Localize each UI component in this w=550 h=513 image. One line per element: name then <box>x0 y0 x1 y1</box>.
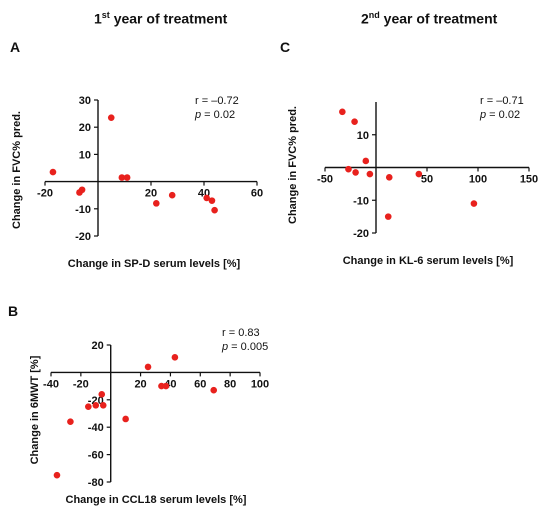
data-point <box>171 354 179 361</box>
x-tick-label: 100 <box>469 174 487 186</box>
data-point <box>415 170 423 178</box>
data-point <box>122 415 129 423</box>
header-year2: 2nd year of treatment <box>361 10 497 27</box>
data-point <box>153 200 160 207</box>
panel-letter: A <box>10 39 20 55</box>
stat-r: r = 0.83 <box>222 327 260 339</box>
data-point <box>339 108 346 116</box>
stat-p-value: = 0.005 <box>228 341 268 353</box>
y-tick-label: -10 <box>353 195 369 207</box>
data-point <box>53 471 61 479</box>
data-point <box>384 213 392 220</box>
data-point <box>123 174 131 181</box>
x-tick-label: 60 <box>194 378 206 390</box>
x-axis-title: Change in KL-6 serum levels [%] <box>343 255 514 267</box>
data-point <box>366 170 374 178</box>
data-point <box>162 382 170 390</box>
x-tick-label: 20 <box>145 188 157 200</box>
data-point <box>203 194 210 202</box>
panel-letter: C <box>280 39 290 55</box>
header-year2-number: 2 <box>361 10 369 27</box>
y-tick-label: -20 <box>88 395 104 407</box>
data-point <box>76 189 83 196</box>
y-axis-title: Change in 6MWT [%] <box>29 355 41 464</box>
data-point <box>85 403 92 410</box>
data-point <box>362 157 370 165</box>
y-tick-label: -80 <box>88 477 104 489</box>
y-tick-label: -40 <box>88 422 104 434</box>
y-tick-label: -60 <box>88 450 104 462</box>
data-point <box>107 114 115 121</box>
x-tick-label: -20 <box>73 378 89 390</box>
panel-letter: B <box>8 303 18 319</box>
y-tick-label: 10 <box>79 149 91 161</box>
y-tick-label: -10 <box>75 204 91 216</box>
data-point <box>210 386 218 394</box>
x-tick-label: -50 <box>317 174 333 186</box>
stat-p: p = 0.005 <box>221 341 268 353</box>
data-point <box>168 191 176 199</box>
header-year2-text: year of treatment <box>379 10 498 27</box>
x-axis-title: Change in CCL18 serum levels [%] <box>66 494 247 506</box>
header-year2-suffix: nd <box>368 10 380 20</box>
data-point <box>67 418 74 426</box>
x-axis-title: Change in SP-D serum levels [%] <box>68 258 241 270</box>
stat-r: r = –0.72 <box>195 95 239 107</box>
y-tick-label: -20 <box>75 231 91 243</box>
header-year1-suffix: st <box>101 10 110 20</box>
data-point <box>118 174 126 181</box>
y-tick-label: 30 <box>79 95 91 107</box>
x-tick-label: -40 <box>43 378 59 390</box>
stat-p-value: = 0.02 <box>486 109 520 121</box>
header-year1-number: 1 <box>94 10 102 27</box>
data-point <box>211 206 218 214</box>
x-tick-label: 50 <box>421 174 433 186</box>
data-point <box>144 363 152 371</box>
stat-p-symbol: p <box>479 109 486 121</box>
stat-p-value: = 0.02 <box>201 109 235 121</box>
x-tick-label: 80 <box>224 378 236 390</box>
data-point <box>385 174 393 181</box>
stat-p-symbol: p <box>194 109 201 121</box>
y-axis-title: Change in FVC% pred. <box>11 111 23 229</box>
data-point <box>352 169 359 176</box>
data-point <box>99 401 107 409</box>
y-tick-label: 20 <box>79 122 91 134</box>
stat-p: p = 0.02 <box>194 109 235 121</box>
y-tick-label: 20 <box>91 340 103 352</box>
x-tick-label: -20 <box>37 188 53 200</box>
x-tick-label: 150 <box>520 174 538 186</box>
data-point <box>49 168 57 176</box>
data-point <box>98 391 106 398</box>
header-year1: 1st year of treatment <box>94 10 227 27</box>
y-tick-label: -20 <box>353 228 369 240</box>
data-point <box>351 118 358 125</box>
x-tick-label: 20 <box>134 378 146 390</box>
y-axis-title: Change in FVC% pred. <box>287 106 299 224</box>
stat-p: p = 0.02 <box>479 109 520 121</box>
data-point <box>470 200 478 207</box>
data-point <box>92 401 100 409</box>
panel-c: C -50 50 100 150 -20 -10 10 r = –0.71 p = 0.02 Cha… <box>280 39 538 267</box>
x-tick-label: 60 <box>251 188 263 200</box>
header-year1-text: year of treatment <box>109 10 228 27</box>
data-point <box>345 165 352 173</box>
stat-r: r = –0.71 <box>480 95 524 107</box>
stat-p-symbol: p <box>221 341 228 353</box>
data-point <box>208 197 216 204</box>
x-tick-label: 100 <box>251 378 269 390</box>
y-tick-label: 10 <box>357 130 369 142</box>
